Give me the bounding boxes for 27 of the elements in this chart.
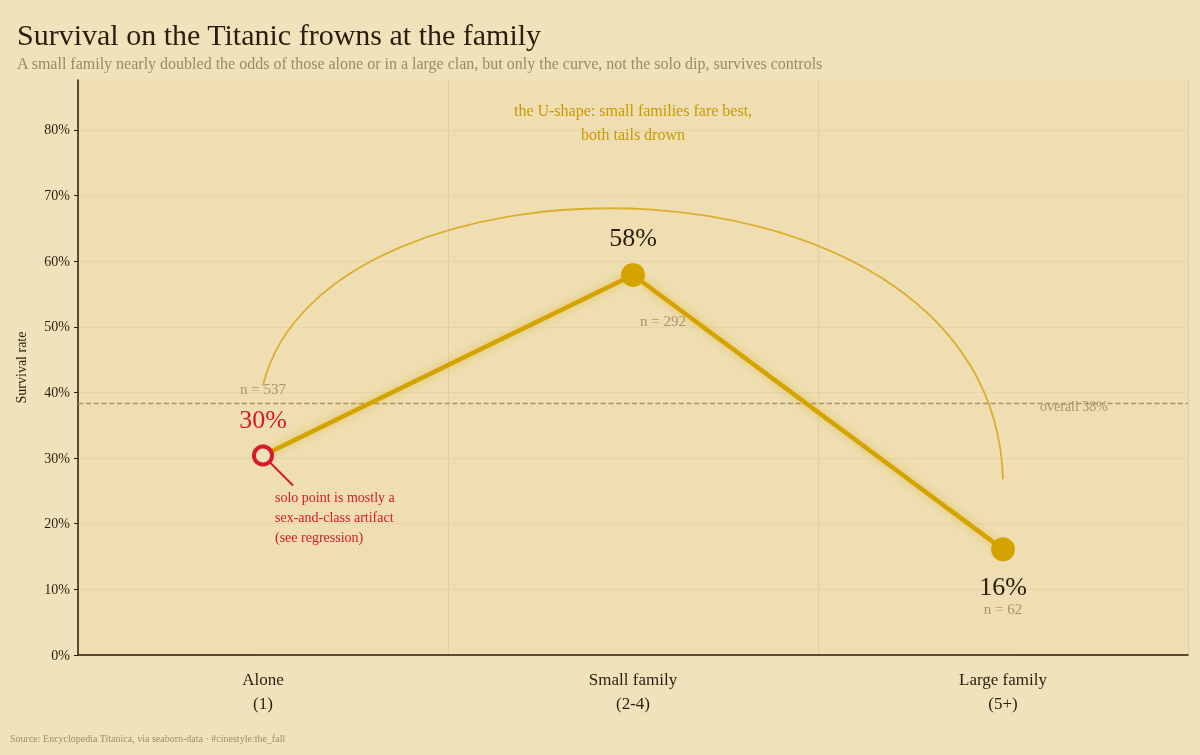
y-tick-label: 0% xyxy=(51,647,71,663)
y-tick-label: 30% xyxy=(44,450,71,466)
y-tick-label: 40% xyxy=(44,384,71,400)
point xyxy=(252,444,274,467)
chart-subtitle: A small family nearly doubled the odds of those alone or in a large clan, but only the curve, not the solo dip, survives controls xyxy=(17,54,823,73)
annotation: solo point is mostly a sex-and-class artifact (see regression) xyxy=(275,489,396,546)
data-label: 30% xyxy=(239,404,287,434)
y-tick-label: 70% xyxy=(44,188,71,204)
x-tick-label: Small family (2-4) xyxy=(588,669,678,713)
y-tick-label: 20% xyxy=(44,516,71,532)
annotation: n = 537 xyxy=(240,381,287,398)
annotation: n = 292 xyxy=(640,312,686,329)
data-label: 58% xyxy=(609,223,657,253)
point xyxy=(991,537,1015,562)
y-tick-label: 10% xyxy=(44,581,71,597)
source-note: Source: Encyclopedia Titanica, via seaborn-data · #cinestyle:the_fall xyxy=(10,732,286,744)
y-tick-label: 50% xyxy=(44,319,71,335)
y-tick-label: 60% xyxy=(44,253,71,269)
point xyxy=(621,262,645,287)
x-tick-label: Large family (5+) xyxy=(959,669,1048,713)
x-tick-label: Alone (1) xyxy=(242,669,284,713)
chart-title: Survival on the Titanic frowns at the family xyxy=(17,17,542,51)
data-label: 16% xyxy=(979,571,1027,601)
y-axis-title: Survival rate xyxy=(13,331,29,404)
annotation: the U-shape: small families fare best, both tails drown xyxy=(513,101,753,143)
y-tick-label: 80% xyxy=(44,122,71,138)
annotation: n = 62 xyxy=(983,601,1023,618)
